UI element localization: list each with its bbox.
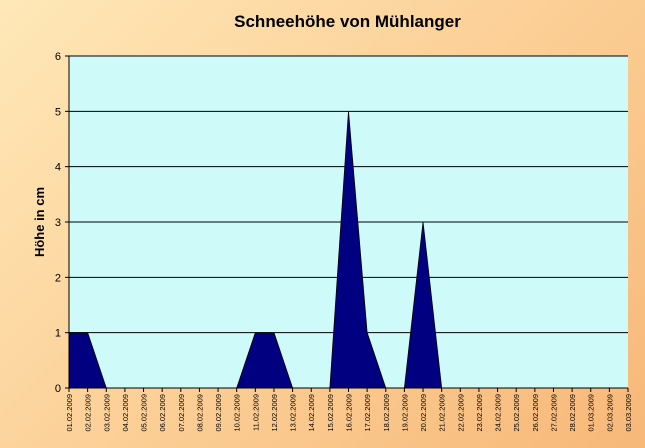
x-tick-label: 15.02.2009: [326, 394, 335, 432]
x-tick-label: 14.02.2009: [307, 394, 316, 432]
y-tick-label: 2: [55, 272, 61, 284]
x-tick-label: 25.02.2009: [512, 394, 521, 432]
x-tick-label: 05.02.2009: [140, 394, 149, 432]
x-tick-label: 02.02.2009: [84, 394, 93, 432]
x-tick-label: 18.02.2009: [382, 394, 391, 432]
y-tick-label: 0: [55, 383, 61, 395]
x-tick-label: 13.02.2009: [289, 394, 298, 432]
y-axis-label: Höhe in cm: [32, 187, 47, 257]
x-tick-label: 27.02.2009: [549, 394, 558, 432]
x-tick-label: 21.02.2009: [438, 394, 447, 432]
x-tick-label: 11.02.2009: [251, 394, 260, 431]
x-tick-label: 07.02.2009: [177, 394, 186, 432]
x-tick-label: 24.02.2009: [494, 394, 503, 432]
y-tick-label: 5: [55, 106, 61, 118]
x-tick-label: 08.02.2009: [195, 394, 204, 432]
x-tick-label: 19.02.2009: [400, 394, 409, 432]
x-tick-label: 04.02.2009: [121, 394, 130, 432]
y-tick-label: 4: [55, 162, 61, 174]
x-tick-label: 01.03.2009: [587, 394, 596, 432]
x-tick-label: 26.02.2009: [531, 394, 540, 432]
x-tick-label: 01.02.2009: [65, 394, 74, 432]
x-tick-label: 17.02.2009: [363, 394, 372, 432]
y-tick-label: 1: [55, 328, 61, 340]
y-tick-label: 6: [55, 51, 61, 63]
x-tick-label: 23.02.2009: [475, 394, 484, 432]
x-tick-label: 03.02.2009: [102, 394, 111, 432]
x-tick-label: 12.02.2009: [270, 394, 279, 432]
x-tick-label: 02.03.2009: [605, 394, 614, 432]
chart-title: Schneehöhe von Mühlanger: [234, 12, 461, 31]
x-tick-label: 22.02.2009: [456, 394, 465, 432]
x-tick-label: 28.02.2009: [568, 394, 577, 432]
x-tick-label: 09.02.2009: [214, 394, 223, 432]
x-tick-label: 10.02.2009: [233, 394, 242, 432]
x-tick-label: 06.02.2009: [158, 394, 167, 432]
y-tick-label: 3: [55, 217, 61, 229]
x-tick-label: 20.02.2009: [419, 394, 428, 432]
x-tick-label: 16.02.2009: [345, 394, 354, 432]
x-tick-label: 03.03.2009: [624, 394, 633, 432]
